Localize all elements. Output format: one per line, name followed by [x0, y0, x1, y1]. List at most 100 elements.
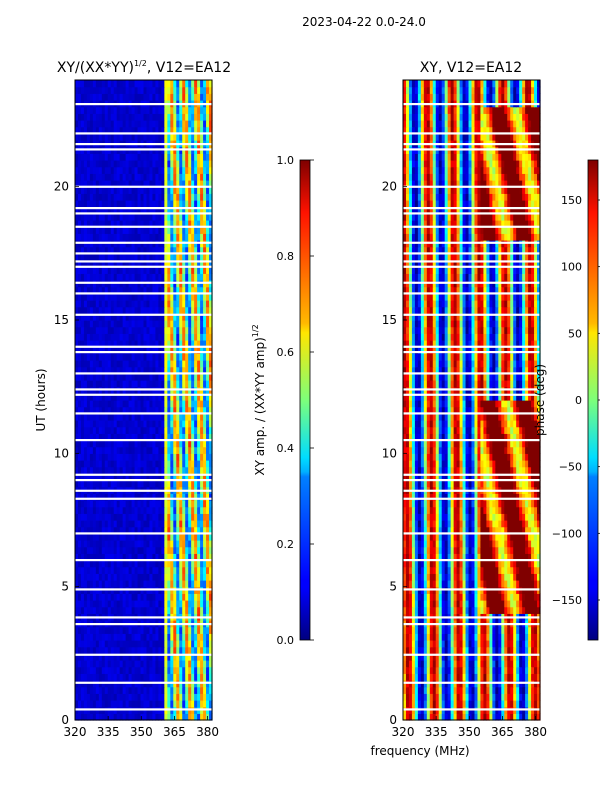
- heatmap-cell: [167, 206, 171, 214]
- heatmap-cell: [179, 460, 183, 468]
- heatmap-cell: [182, 326, 186, 334]
- heatmap-cell: [92, 560, 97, 568]
- heatmap-cell: [83, 713, 88, 721]
- heatmap-cell: [122, 326, 127, 334]
- heatmap-cell: [456, 700, 461, 708]
- heatmap-cell: [137, 466, 142, 474]
- heatmap-cell: [125, 573, 130, 581]
- heatmap-cell: [104, 693, 109, 701]
- heatmap-cell: [203, 493, 207, 501]
- heatmap-cell: [161, 506, 165, 514]
- heatmap-cell: [203, 440, 207, 448]
- heatmap-cell: [474, 653, 479, 661]
- heatmap-cell: [179, 126, 183, 134]
- heatmap-cell: [188, 133, 192, 141]
- heatmap-cell: [131, 666, 136, 674]
- heatmap-cell: [188, 306, 192, 314]
- heatmap-cell: [110, 686, 115, 694]
- heatmap-cell: [131, 220, 136, 228]
- heatmap-cell: [179, 106, 183, 114]
- heatmap-cell: [113, 573, 118, 581]
- heatmap-cell: [152, 540, 157, 548]
- flagged-row: [75, 143, 212, 146]
- heatmap-cell: [206, 546, 210, 554]
- heatmap-cell: [131, 540, 136, 548]
- heatmap-cell: [113, 466, 118, 474]
- heatmap-cell: [158, 340, 162, 348]
- heatmap-cell: [92, 646, 97, 654]
- heatmap-cell: [149, 700, 154, 708]
- heatmap-cell: [146, 513, 151, 521]
- heatmap-cell: [131, 640, 136, 648]
- heatmap-cell: [477, 686, 482, 694]
- heatmap-cell: [516, 700, 520, 708]
- heatmap-cell: [519, 693, 523, 701]
- heatmap-cell: [122, 273, 127, 281]
- heatmap-cell: [203, 500, 207, 508]
- heatmap-cell: [164, 293, 168, 301]
- heatmap-cell: [480, 693, 485, 701]
- heatmap-cell: [75, 186, 79, 194]
- heatmap-cell: [513, 686, 517, 694]
- heatmap-cell: [164, 373, 168, 381]
- heatmap-cell: [77, 466, 82, 474]
- heatmap-cell: [161, 420, 165, 428]
- heatmap-cell: [140, 340, 145, 348]
- heatmap-cell: [89, 200, 94, 208]
- heatmap-cell: [86, 546, 91, 554]
- heatmap-cell: [164, 400, 168, 408]
- heatmap-cell: [134, 173, 139, 181]
- heatmap-cell: [203, 340, 207, 348]
- heatmap-cell: [182, 600, 186, 608]
- heatmap-cell: [176, 426, 180, 434]
- heatmap-cell: [131, 660, 136, 668]
- heatmap-cell: [197, 480, 201, 488]
- heatmap-cell: [167, 113, 171, 121]
- heatmap-cell: [200, 360, 204, 368]
- heatmap-cell: [116, 366, 121, 374]
- heatmap-cell: [104, 173, 109, 181]
- heatmap-cell: [149, 473, 154, 481]
- heatmap-cell: [155, 206, 159, 214]
- heatmap-cell: [164, 393, 168, 401]
- heatmap-cell: [137, 666, 142, 674]
- heatmap-cell: [113, 566, 118, 574]
- heatmap-cell: [140, 473, 145, 481]
- heatmap-cell: [86, 633, 91, 641]
- heatmap-cell: [101, 600, 106, 608]
- heatmap-cell: [161, 193, 165, 201]
- heatmap-cell: [146, 593, 151, 601]
- heatmap-cell: [444, 653, 449, 661]
- heatmap-cell: [101, 506, 106, 514]
- heatmap-cell: [182, 80, 186, 88]
- heatmap-cell: [98, 220, 103, 228]
- heatmap-cell: [161, 646, 165, 654]
- heatmap-cell: [194, 160, 198, 168]
- heatmap-cell: [134, 160, 139, 168]
- heatmap-cell: [173, 553, 177, 561]
- heatmap-cell: [429, 700, 434, 708]
- heatmap-cell: [95, 186, 100, 194]
- heatmap-cell: [119, 593, 124, 601]
- heatmap-cell: [152, 593, 157, 601]
- heatmap-cell: [513, 666, 517, 674]
- heatmap-cell: [134, 480, 139, 488]
- heatmap-cell: [140, 333, 145, 341]
- heatmap-cell: [167, 446, 171, 454]
- heatmap-cell: [95, 226, 100, 234]
- heatmap-cell: [122, 526, 127, 534]
- heatmap-cell: [167, 453, 171, 461]
- heatmap-cell: [113, 640, 118, 648]
- heatmap-cell: [83, 220, 88, 228]
- heatmap-cell: [206, 233, 210, 241]
- heatmap-cell: [131, 626, 136, 634]
- heatmap-cell: [164, 340, 168, 348]
- heatmap-cell: [438, 700, 443, 708]
- heatmap-cell: [104, 186, 109, 194]
- heatmap-cell: [107, 206, 112, 214]
- heatmap-cell: [92, 473, 97, 481]
- heatmap-cell: [155, 106, 159, 114]
- heatmap-cell: [119, 200, 124, 208]
- heatmap-cell: [501, 660, 505, 668]
- heatmap-cell: [480, 660, 485, 668]
